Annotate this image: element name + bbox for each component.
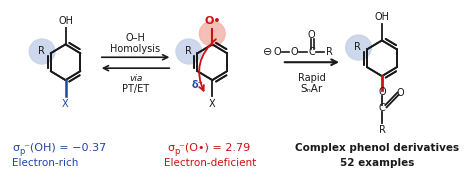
- Text: O–H: O–H: [126, 33, 146, 43]
- Text: C: C: [379, 103, 385, 113]
- Text: Complex phenol derivatives: Complex phenol derivatives: [295, 143, 459, 153]
- Ellipse shape: [176, 39, 202, 64]
- Ellipse shape: [200, 21, 225, 46]
- Text: ⁻(OH) = −0.37: ⁻(OH) = −0.37: [24, 143, 106, 153]
- Text: X: X: [62, 99, 69, 109]
- Text: p: p: [19, 147, 24, 156]
- Text: 52 examples: 52 examples: [340, 159, 414, 169]
- Text: σ: σ: [167, 143, 174, 153]
- Text: R: R: [38, 46, 45, 56]
- Text: via: via: [129, 74, 142, 83]
- Text: Homolysis: Homolysis: [110, 44, 161, 54]
- Text: Electron-rich: Electron-rich: [12, 159, 79, 169]
- Text: PT/ET: PT/ET: [122, 84, 149, 94]
- Text: ⊖: ⊖: [263, 47, 272, 57]
- Text: R: R: [326, 47, 333, 57]
- Text: R: R: [354, 42, 361, 52]
- Ellipse shape: [29, 39, 55, 64]
- Text: δ⁺: δ⁺: [192, 80, 204, 90]
- Text: Rapid: Rapid: [298, 73, 325, 83]
- Text: OH: OH: [374, 12, 390, 22]
- Text: X: X: [209, 99, 216, 109]
- Ellipse shape: [346, 35, 371, 60]
- Text: OH: OH: [58, 16, 73, 26]
- Text: O: O: [378, 87, 386, 97]
- Text: p: p: [174, 147, 180, 156]
- Text: R: R: [379, 125, 385, 135]
- Text: ⁻(O•) = 2.79: ⁻(O•) = 2.79: [179, 143, 250, 153]
- Text: R: R: [184, 46, 191, 56]
- Text: O: O: [396, 88, 404, 98]
- Text: O•: O•: [204, 16, 220, 26]
- Text: O: O: [273, 47, 281, 57]
- Text: C: C: [308, 47, 315, 57]
- Text: SₙAr: SₙAr: [301, 84, 322, 94]
- Text: O: O: [308, 30, 315, 40]
- Text: Electron-deficient: Electron-deficient: [164, 159, 256, 169]
- Text: σ: σ: [12, 143, 19, 153]
- Text: O: O: [291, 47, 298, 57]
